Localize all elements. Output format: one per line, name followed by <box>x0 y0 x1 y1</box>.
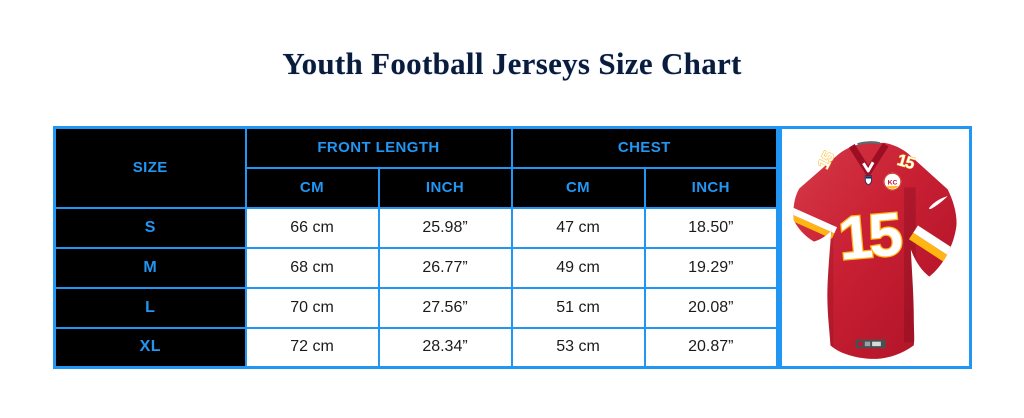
table-row: S 66 cm 25.98” 47 cm 18.50” <box>53 206 779 249</box>
chest-inch-value: 19.29” <box>643 246 779 289</box>
header-front-inch: INCH <box>377 166 513 209</box>
chest-inch-value: 20.08” <box>643 286 779 329</box>
table-row: L 70 cm 27.56” 51 cm 20.08” <box>53 286 779 329</box>
nfl-shield-icon <box>864 175 872 186</box>
chest-cm-value: 47 cm <box>510 206 646 249</box>
front-inch-value: 27.56” <box>377 286 513 329</box>
header-size: SIZE <box>53 126 247 209</box>
table-row: M 68 cm 26.77” 49 cm 19.29” <box>53 246 779 289</box>
svg-text:KC: KC <box>888 180 898 187</box>
jersey-number: 15 <box>836 199 905 272</box>
header-front-length: FRONT LENGTH <box>244 126 513 169</box>
right-shoulder-number: 15 <box>895 151 916 173</box>
front-cm-value: 66 cm <box>244 206 380 249</box>
chest-inch-value: 18.50” <box>643 206 779 249</box>
inner-collar <box>857 141 881 146</box>
header-row-units: CM INCH CM INCH <box>55 166 779 209</box>
size-label: XL <box>53 326 247 369</box>
collar-trim <box>862 161 875 173</box>
front-cm-value: 72 cm <box>244 326 380 369</box>
size-label: M <box>53 246 247 289</box>
swoosh-icon <box>928 196 948 210</box>
header-chest-cm: CM <box>510 166 646 209</box>
left-sleeve-stripes <box>793 205 838 239</box>
header-chest-inch: INCH <box>643 166 779 209</box>
size-label: S <box>53 206 247 249</box>
size-label: L <box>53 286 247 329</box>
front-inch-value: 28.34” <box>377 326 513 369</box>
front-cm-value: 68 cm <box>244 246 380 289</box>
chest-cm-value: 51 cm <box>510 286 646 329</box>
jersey-graphic: KC 15 15 15 <box>793 141 957 359</box>
chest-cm-value: 49 cm <box>510 246 646 289</box>
jersey-image: KC 15 15 15 <box>779 126 972 369</box>
front-inch-value: 25.98” <box>377 206 513 249</box>
page-title: Youth Football Jerseys Size Chart <box>282 46 742 81</box>
size-chart-table: SIZE FRONT LENGTH CHEST CM INCH CM INCH … <box>53 126 780 369</box>
header-row-groups: SIZE FRONT LENGTH CHEST <box>53 126 779 209</box>
header-chest: CHEST <box>510 126 779 169</box>
chest-inch-value: 20.87” <box>643 326 779 369</box>
jersey-body <box>793 142 957 359</box>
team-patch-icon: KC <box>883 172 902 191</box>
table-row: XL 72 cm 28.34” 53 cm 20.87” <box>53 326 779 369</box>
front-inch-value: 26.77” <box>377 246 513 289</box>
header-front-cm: CM <box>244 166 380 209</box>
chest-cm-value: 53 cm <box>510 326 646 369</box>
jock-tag <box>855 339 886 349</box>
front-cm-value: 70 cm <box>244 286 380 329</box>
